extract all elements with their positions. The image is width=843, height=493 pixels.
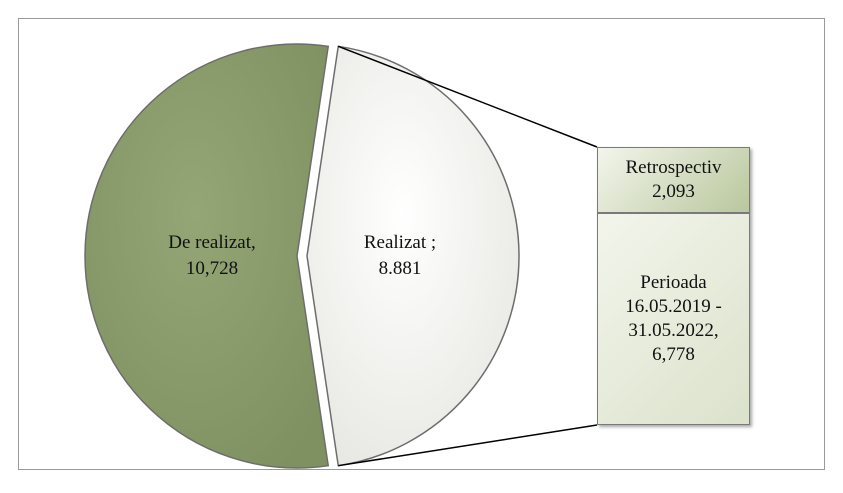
bar-segment: Retrospectiv 2,093 [597,147,750,213]
pie-slice [306,45,520,467]
segment-value: 6,778 [652,343,695,365]
connector [338,424,598,467]
data-label: De realizat, 10,728 [168,232,256,279]
segment-name: Retrospectiv [625,157,722,179]
connector [337,45,598,148]
segment-name: Perioada 16.05.2019 - 31.05.2022, [625,272,722,341]
data-label-value: 10,728 [186,258,238,279]
data-label-value: 8.881 [379,258,422,279]
segment-value: 2,093 [652,180,695,202]
data-label-name: De realizat, [168,232,256,253]
data-label-name: Realizat ; [364,232,436,253]
bar-segment: Perioada 16.05.2019 - 31.05.2022, 6,778 [597,212,750,425]
data-label: Realizat ; 8.881 [364,232,436,279]
pie-slice [84,43,330,469]
